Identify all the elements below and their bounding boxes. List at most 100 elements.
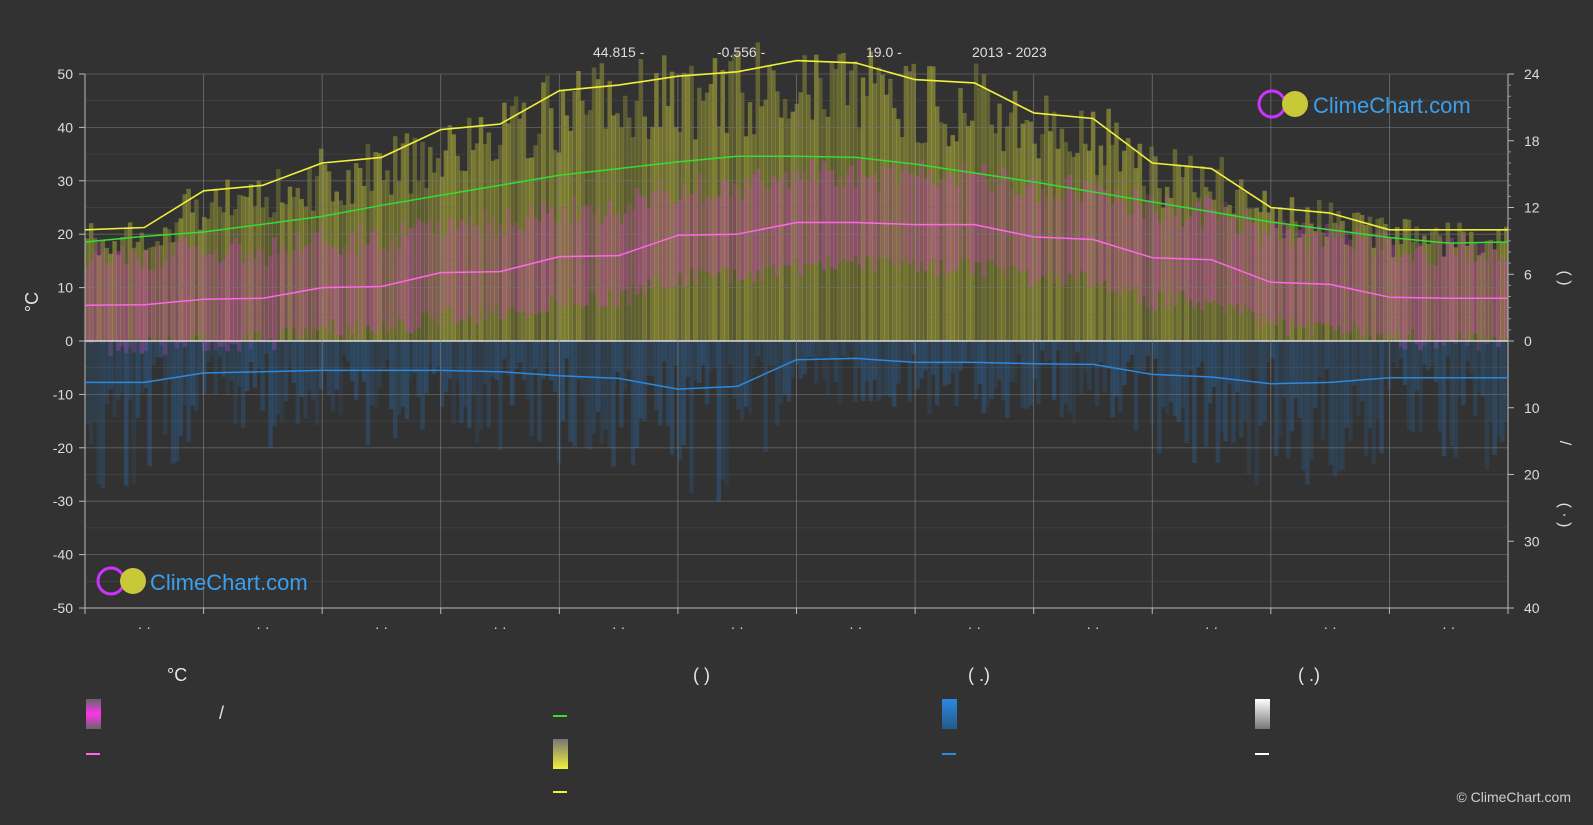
sunshine-day-bar — [237, 194, 242, 341]
sunshine-day-bar — [997, 103, 1002, 341]
precipitation-day-bar — [767, 341, 772, 366]
temperature-day-bar — [899, 170, 905, 262]
temperature-day-bar — [724, 181, 729, 269]
sunshine-day-bar — [1094, 175, 1100, 341]
sunshine-day-bar — [326, 171, 332, 341]
temperature-day-bar — [537, 221, 542, 313]
temperature-day-bar — [790, 170, 796, 266]
precipitation-day-bar — [147, 341, 152, 467]
precipitation-day-bar — [392, 341, 398, 439]
temperature-day-bar — [385, 250, 390, 333]
temperature-day-bar — [104, 262, 109, 341]
sunshine-day-bar — [1110, 144, 1115, 341]
temperature-day-bar — [1122, 202, 1127, 286]
sunshine-day-bar — [1344, 244, 1349, 341]
temperature-mean-line — [84, 221, 1508, 306]
precipitation-day-bar — [1406, 341, 1412, 430]
precipitation-day-bar — [1040, 341, 1045, 351]
sunshine-day-bar — [623, 95, 628, 341]
temperature-day-bar — [1305, 249, 1310, 322]
sunshine-day-bar — [1137, 143, 1143, 341]
precipitation-day-bar — [790, 341, 796, 379]
temperature-day-bar — [1242, 208, 1248, 306]
precipitation-day-bar — [182, 341, 187, 405]
sunshine-day-bar — [697, 87, 702, 342]
right-top-tick-label: 18 — [1524, 133, 1540, 149]
sunshine-day-bar — [728, 61, 733, 342]
sunshine-day-bar — [771, 70, 776, 341]
temperature-day-bar — [856, 159, 862, 265]
sunshine-day-bar — [513, 96, 519, 342]
temperature-day-bar — [482, 209, 488, 321]
precipitation-day-bar — [1344, 341, 1349, 428]
sunshine-line — [84, 59, 1508, 231]
temperature-day-bar — [1336, 224, 1341, 327]
precipitation-day-bar — [155, 341, 160, 357]
precipitation-day-bar — [630, 341, 636, 466]
sunshine-day-bar — [1118, 171, 1123, 341]
sunshine-day-bar — [92, 237, 98, 341]
precipitation-day-bar — [1192, 341, 1197, 464]
precipitation-day-bar — [1313, 341, 1318, 409]
sunshine-day-bar — [1457, 222, 1462, 341]
sunshine-day-bar — [580, 100, 585, 341]
logo-sun-icon — [1282, 91, 1308, 117]
temperature-day-bar — [751, 174, 757, 282]
temperature-day-bar — [404, 236, 410, 332]
sunshine-day-bar — [1133, 168, 1139, 341]
precipitation-day-bar — [486, 341, 492, 428]
precipitation-day-bar — [482, 341, 488, 384]
precipitation-day-bar — [1480, 341, 1486, 397]
precipitation-day-bar — [513, 341, 519, 369]
precipitation-day-bar — [498, 341, 503, 451]
temperature-day-bar — [178, 241, 184, 343]
sunshine-day-bar — [385, 170, 390, 341]
temperature-day-bar — [1196, 202, 1201, 303]
sunshine-day-bar — [431, 172, 437, 341]
sunshine-day-bar — [474, 143, 480, 341]
precipitation-day-bar — [428, 341, 433, 365]
left-tick-label: 20 — [57, 226, 73, 242]
temperature-day-bar — [439, 238, 445, 314]
sunshine-day-bar — [451, 134, 456, 341]
sunshine-day-bar — [786, 118, 792, 341]
temperature-day-bar — [1348, 239, 1353, 333]
sunshine-day-bar — [494, 159, 499, 341]
sunshine-day-bar — [541, 82, 546, 342]
temperature-day-bar — [127, 252, 133, 349]
legend-temp-slash: / — [219, 703, 225, 723]
precipitation-day-bar — [548, 341, 554, 381]
sunshine-day-bar — [229, 215, 234, 341]
precipitation-day-bar — [576, 341, 581, 380]
temperature-day-bar — [615, 211, 620, 306]
temperature-day-bar — [120, 246, 125, 347]
temperature-day-bar — [888, 166, 893, 262]
precipitation-day-bar — [962, 341, 967, 364]
sunshine-day-bar — [880, 74, 885, 341]
sunshine-day-bar — [1196, 197, 1201, 341]
sunshine-day-bar — [876, 67, 881, 341]
temperature-day-bar — [1200, 226, 1205, 311]
sunshine-day-bar — [1258, 212, 1263, 341]
precipitation-line — [85, 357, 1508, 390]
precipitation-day-bar — [1211, 341, 1217, 387]
sunshine-day-bar — [1102, 165, 1108, 341]
sunshine-day-bar — [736, 51, 741, 341]
sunshine-day-bar — [638, 59, 644, 342]
sunshine-day-bar — [790, 111, 796, 342]
precipitation-day-bar — [1422, 341, 1427, 365]
sunshine-day-bar — [1379, 217, 1384, 341]
precipitation-day-bar — [116, 341, 121, 401]
temperature-day-bar — [907, 173, 913, 264]
precipitation-day-bar — [1094, 341, 1100, 406]
precipitation-day-bar — [1394, 341, 1400, 369]
temperature-day-bar — [474, 224, 480, 325]
precipitation-day-bar — [159, 341, 164, 358]
sunshine-day-bar — [299, 198, 304, 341]
sunshine-day-bar — [1200, 165, 1205, 341]
temperature-day-bar — [174, 241, 180, 349]
temperature-day-bar — [1125, 214, 1131, 291]
sunshine-day-bar — [1242, 191, 1248, 341]
precipitation-day-bar — [895, 341, 901, 384]
sunshine-day-bar — [810, 119, 815, 342]
